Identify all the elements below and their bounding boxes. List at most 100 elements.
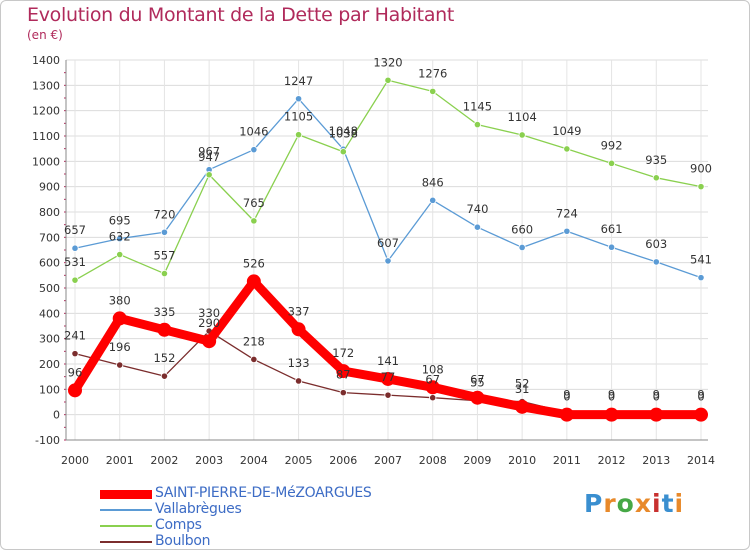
data-label: 1247 bbox=[284, 74, 313, 88]
data-point bbox=[291, 322, 306, 337]
line-chart: -100010020030040050060070080090010001100… bbox=[32, 54, 715, 467]
data-point bbox=[652, 174, 660, 182]
data-label: 967 bbox=[198, 145, 220, 159]
data-point bbox=[157, 322, 172, 337]
data-label: 9 bbox=[697, 387, 704, 401]
data-label: 765 bbox=[243, 196, 265, 210]
data-label: 52 bbox=[515, 376, 530, 390]
data-point bbox=[250, 146, 258, 154]
legend-swatch bbox=[100, 525, 152, 527]
data-point bbox=[563, 145, 571, 153]
data-label: 526 bbox=[243, 256, 265, 270]
data-label: 846 bbox=[422, 175, 444, 189]
logo-letter: t bbox=[661, 489, 675, 518]
x-tick-label: 2014 bbox=[687, 454, 715, 467]
legend-label: Comps bbox=[155, 517, 202, 533]
data-label: 0 bbox=[563, 390, 570, 404]
data-point bbox=[339, 389, 347, 397]
x-tick-label: 2002 bbox=[150, 454, 178, 467]
logo-letter: x bbox=[634, 489, 652, 518]
chart-subtitle: (en €) bbox=[27, 28, 63, 42]
y-tick-label: 1400 bbox=[32, 54, 60, 67]
data-point bbox=[429, 87, 437, 96]
data-point bbox=[202, 334, 217, 349]
x-tick-label: 2008 bbox=[419, 454, 447, 467]
data-label: 557 bbox=[153, 249, 175, 263]
data-point bbox=[250, 217, 258, 225]
data-point bbox=[473, 223, 482, 231]
y-tick-label: 800 bbox=[39, 206, 60, 219]
data-point bbox=[515, 399, 530, 414]
y-tick-label: 300 bbox=[39, 333, 60, 346]
data-label: 141 bbox=[377, 354, 399, 368]
data-label: 1276 bbox=[418, 66, 447, 80]
x-tick-label: 2007 bbox=[374, 454, 402, 467]
data-label: 67 bbox=[425, 373, 440, 387]
data-label: 1046 bbox=[239, 125, 268, 139]
y-tick-label: -100 bbox=[35, 434, 60, 447]
y-tick-label: 1200 bbox=[32, 105, 60, 118]
x-tick-label: 2009 bbox=[463, 454, 491, 467]
data-point bbox=[470, 390, 485, 405]
x-tick-label: 2004 bbox=[240, 454, 268, 467]
y-tick-label: 600 bbox=[39, 257, 60, 270]
data-label: 96 bbox=[68, 365, 83, 379]
data-point bbox=[160, 372, 169, 380]
data-point bbox=[160, 269, 169, 278]
y-tick-label: 1100 bbox=[32, 130, 60, 143]
data-label: 335 bbox=[153, 305, 175, 319]
data-point bbox=[294, 377, 303, 385]
data-point bbox=[604, 407, 619, 422]
data-label: 218 bbox=[243, 334, 265, 348]
x-tick-label: 2001 bbox=[106, 454, 134, 467]
data-point bbox=[384, 76, 392, 84]
data-label: 67 bbox=[470, 373, 485, 387]
data-point bbox=[694, 407, 708, 422]
y-tick-label: 900 bbox=[39, 181, 60, 194]
data-point bbox=[697, 274, 705, 282]
data-label: 657 bbox=[64, 223, 86, 237]
data-point bbox=[425, 380, 440, 395]
data-label: 900 bbox=[690, 162, 712, 176]
x-tick-label: 2011 bbox=[553, 454, 581, 467]
data-point bbox=[697, 183, 705, 191]
data-label: 935 bbox=[645, 153, 667, 167]
y-tick-label: 500 bbox=[39, 282, 60, 295]
legend-label: SAINT-PIERRE-DE-MéZOARGUES bbox=[155, 485, 372, 501]
logo-letter: P bbox=[584, 489, 604, 518]
data-label: 241 bbox=[64, 329, 86, 343]
data-point bbox=[71, 350, 79, 358]
data-label: 607 bbox=[377, 236, 399, 250]
x-tick-label: 2013 bbox=[642, 454, 670, 467]
data-point bbox=[429, 196, 437, 204]
data-point bbox=[473, 121, 482, 129]
data-label: 9 bbox=[563, 387, 570, 401]
data-point bbox=[112, 311, 127, 326]
data-label: 133 bbox=[288, 356, 310, 370]
data-label: 9 bbox=[653, 387, 660, 401]
data-label: 172 bbox=[332, 346, 354, 360]
data-point bbox=[294, 95, 303, 103]
data-label: 87 bbox=[336, 368, 351, 382]
y-tick-label: 0 bbox=[53, 409, 60, 422]
data-point bbox=[246, 274, 261, 289]
data-point bbox=[563, 227, 571, 235]
data-point bbox=[116, 235, 124, 243]
data-point bbox=[250, 355, 258, 364]
data-point bbox=[649, 407, 664, 422]
x-tick-label: 2000 bbox=[61, 454, 89, 467]
data-label: 55 bbox=[470, 376, 485, 390]
data-label: 108 bbox=[422, 362, 444, 376]
data-label: 31 bbox=[515, 382, 530, 396]
data-label: 531 bbox=[64, 255, 86, 269]
legend-label: Vallabrègues bbox=[155, 501, 242, 517]
data-label: 290 bbox=[198, 316, 220, 330]
data-point bbox=[339, 148, 347, 156]
data-label: 1320 bbox=[373, 55, 402, 69]
logo-letter: o bbox=[616, 489, 635, 518]
y-tick-label: 1000 bbox=[32, 155, 60, 168]
data-point bbox=[652, 258, 660, 266]
data-label: 1145 bbox=[463, 100, 492, 114]
data-label: 947 bbox=[198, 150, 220, 164]
data-point bbox=[116, 250, 124, 259]
